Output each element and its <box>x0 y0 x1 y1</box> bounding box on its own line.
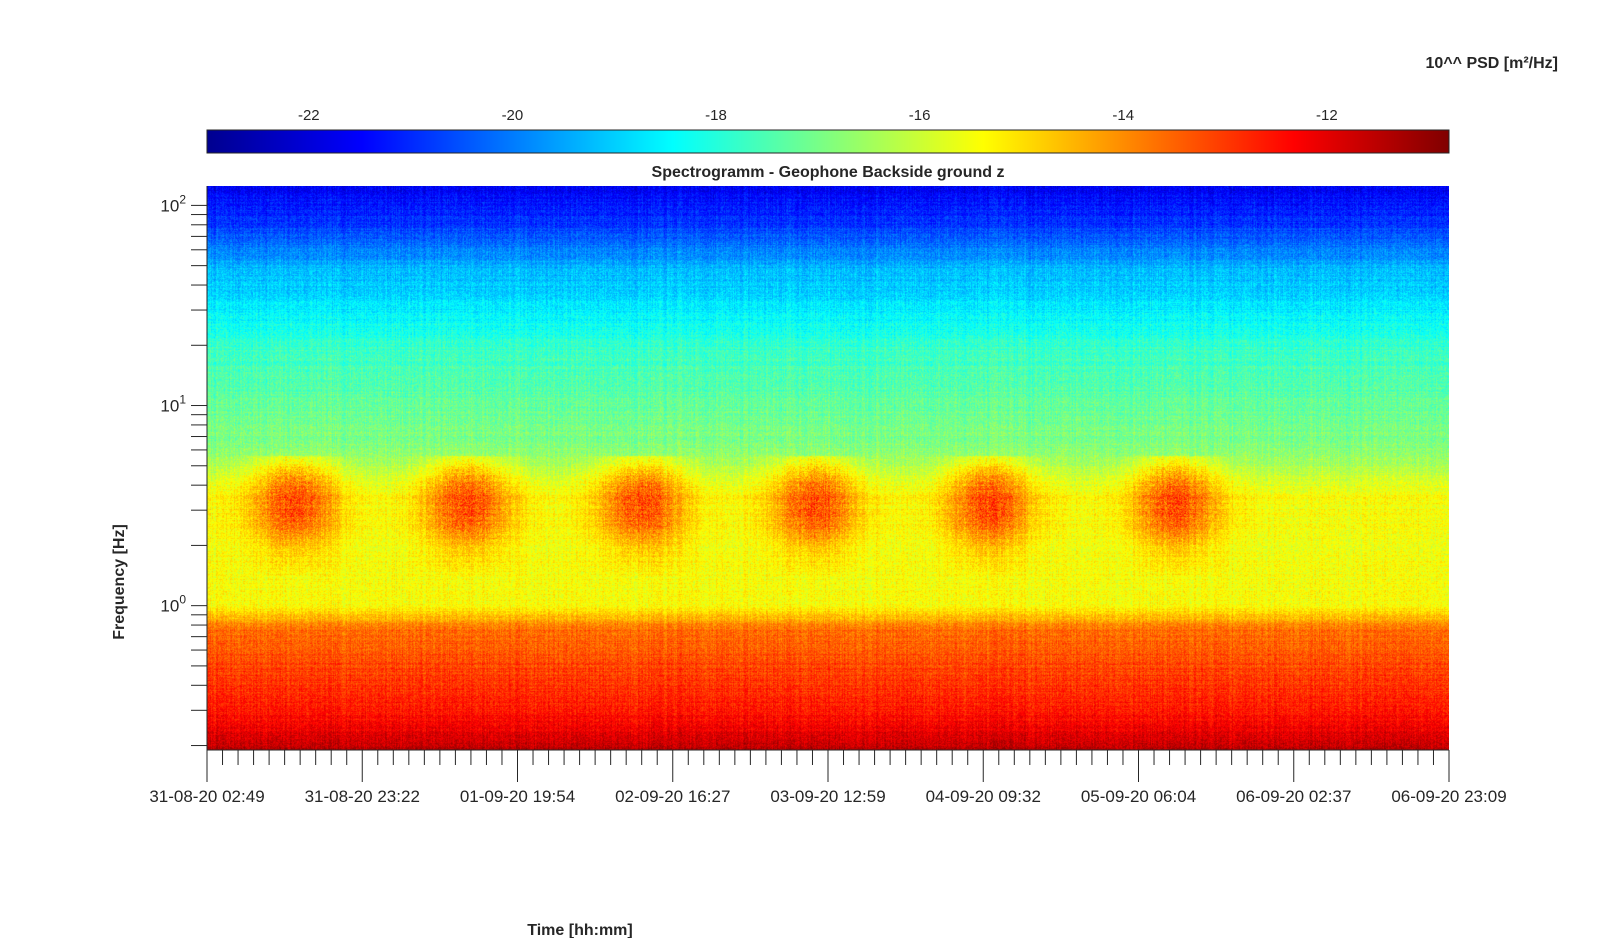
x-axis-ticks: 31-08-20 02:49 31-08-20 23:22 01-09-20 19:… <box>149 750 1507 806</box>
colorbar-tick-label: -12 <box>1316 107 1338 124</box>
chart-title: Spectrogramm - Geophone Backside ground … <box>652 164 1005 181</box>
y-axis-label: Frequency [Hz] <box>111 524 128 640</box>
colorbar-label: 10^^ PSD [m²/Hz] <box>1426 55 1558 72</box>
spectrogram-canvas <box>207 186 1449 750</box>
colorbar <box>207 130 1449 153</box>
x-tick-label: 03-09-20 12:59 <box>770 787 885 806</box>
colorbar-tick-label: -20 <box>502 107 524 124</box>
y-tick-label: 101 <box>160 393 186 416</box>
y-axis-ticks: 100 101 102 <box>160 192 207 747</box>
x-tick-label: 02-09-20 16:27 <box>615 787 730 806</box>
x-tick-label: 06-09-20 23:09 <box>1391 787 1506 806</box>
x-tick-label: 31-08-20 02:49 <box>149 787 264 806</box>
colorbar-tick-label: -16 <box>909 107 931 124</box>
x-axis-label: Time [hh:mm] <box>527 922 632 938</box>
y-tick-label: 100 <box>160 593 186 616</box>
x-tick-label: 31-08-20 23:22 <box>305 787 420 806</box>
colorbar-tick-label: -22 <box>298 107 320 124</box>
colorbar-tick-label: -14 <box>1112 107 1134 124</box>
spectrogram-plot-area <box>207 186 1449 750</box>
x-tick-label: 01-09-20 19:54 <box>460 787 575 806</box>
x-tick-label: 06-09-20 02:37 <box>1236 787 1351 806</box>
colorbar-tick-label: -18 <box>705 107 727 124</box>
colorbar-frame <box>206 129 1450 154</box>
x-tick-label: 05-09-20 06:04 <box>1081 787 1196 806</box>
colorbar-ticks: -22 -20 -18 -16 -14 -12 <box>298 107 1338 138</box>
x-tick-label: 04-09-20 09:32 <box>926 787 1041 806</box>
y-tick-label: 102 <box>160 192 186 215</box>
